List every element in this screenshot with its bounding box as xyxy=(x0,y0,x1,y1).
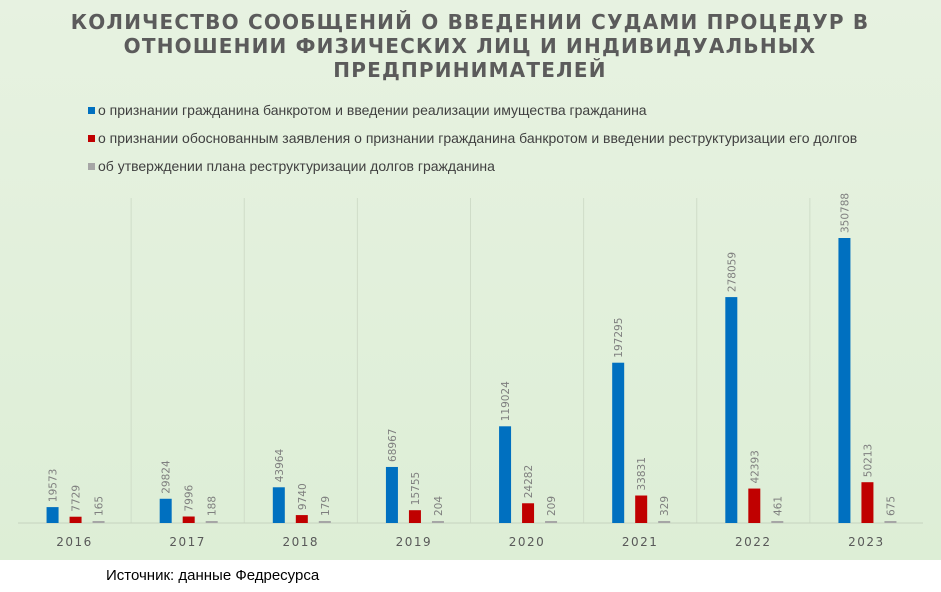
bar-2022-series-2 xyxy=(748,488,761,523)
bar-2018-series-2 xyxy=(295,515,308,523)
data-label-2016-series-3: 165 xyxy=(94,496,106,516)
data-label-2020-series-1: 119024 xyxy=(500,381,512,421)
chart-title-line-1: КОЛИЧЕСТВО СООБЩЕНИЙ О ВВЕДЕНИИ СУДАМИ П… xyxy=(70,10,870,34)
legend-swatch-red xyxy=(88,135,95,142)
data-label-2022-series-2: 42393 xyxy=(749,450,761,483)
bar-2020-series-3 xyxy=(545,521,558,523)
bar-2016-series-1 xyxy=(46,507,59,523)
chart-title-line-2: ОТНОШЕНИИ ФИЗИЧЕСКИХ ЛИЦ И ИНДИВИДУАЛЬНЫ… xyxy=(123,34,817,58)
x-tick-label-2016: 2016 xyxy=(56,535,93,549)
bar-2023-series-3 xyxy=(884,521,897,523)
data-label-2019-series-1: 68967 xyxy=(387,429,399,462)
bar-2017-series-3 xyxy=(205,521,218,523)
data-label-2018-series-2: 9740 xyxy=(297,483,309,510)
bar-2022-series-1 xyxy=(725,297,738,523)
x-tick-label-2021: 2021 xyxy=(622,535,659,549)
source-note: Источник: данные Федресурса xyxy=(106,567,320,584)
data-label-2022-series-1: 278059 xyxy=(726,252,738,292)
legend-label-realization: о признании гражданина банкротом и введе… xyxy=(98,102,647,118)
data-label-2017-series-3: 188 xyxy=(207,496,219,516)
chart-title: КОЛИЧЕСТВО СООБЩЕНИЙ О ВВЕДЕНИИ СУДАМИ П… xyxy=(70,10,870,82)
chart-title-line-3: ПРЕДПРИНИМАТЕЛЕЙ xyxy=(333,58,607,82)
bar-2019-series-2 xyxy=(408,510,421,523)
data-label-2022-series-3: 461 xyxy=(772,496,784,516)
x-tick-label-2018: 2018 xyxy=(283,535,320,549)
x-tick-label-2019: 2019 xyxy=(396,535,433,549)
bar-2018-series-3 xyxy=(318,521,331,523)
legend-item-restructuring: о признании обоснованным заявления о при… xyxy=(88,130,857,146)
bar-2022-series-3 xyxy=(771,521,784,523)
x-tick-label-2020: 2020 xyxy=(509,535,546,549)
data-label-2023-series-3: 675 xyxy=(885,496,897,516)
bar-2017-series-1 xyxy=(159,498,172,523)
data-label-2021-series-2: 33831 xyxy=(636,457,648,490)
data-label-2021-series-3: 329 xyxy=(659,496,671,516)
legend-item-plan: об утверждении плана реструктуризации до… xyxy=(88,158,495,174)
x-tick-label-2023: 2023 xyxy=(848,535,885,549)
bar-2021-series-2 xyxy=(635,495,648,523)
bar-2016-series-2 xyxy=(69,516,82,523)
data-label-2019-series-2: 15755 xyxy=(410,472,422,505)
data-label-2019-series-3: 204 xyxy=(433,496,445,516)
data-label-2020-series-2: 24282 xyxy=(523,465,535,498)
data-label-2023-series-2: 50213 xyxy=(862,444,874,477)
data-label-2017-series-1: 29824 xyxy=(161,460,173,494)
data-label-2018-series-3: 179 xyxy=(320,496,332,516)
bar-2018-series-1 xyxy=(272,487,285,523)
bar-2019-series-1 xyxy=(385,466,398,523)
bar-2021-series-3 xyxy=(658,521,671,523)
data-label-2016-series-2: 7729 xyxy=(71,485,83,512)
bar-2016-series-3 xyxy=(92,521,105,523)
data-label-2018-series-1: 43964 xyxy=(274,449,286,483)
bar-2017-series-2 xyxy=(182,516,195,523)
x-tick-label-2022: 2022 xyxy=(735,535,772,549)
legend-label-restructuring: о признании обоснованным заявления о при… xyxy=(98,130,858,146)
bar-2020-series-2 xyxy=(522,503,535,523)
bar-chart-plot: 19573 7729 165 2016 29824 7996 188 2017 43964 974… xyxy=(18,193,923,549)
data-label-2017-series-2: 7996 xyxy=(184,484,196,511)
legend-item-realization: о признании гражданина банкротом и введе… xyxy=(88,102,647,118)
bar-2023-series-2 xyxy=(861,482,874,523)
legend-swatch-blue xyxy=(88,107,95,114)
bar-2023-series-1 xyxy=(838,238,851,523)
data-label-2021-series-1: 197295 xyxy=(613,318,625,358)
x-tick-label-2017: 2017 xyxy=(169,535,206,549)
bar-2021-series-1 xyxy=(612,362,625,523)
chart-area: КОЛИЧЕСТВО СООБЩЕНИЙ О ВВЕДЕНИИ СУДАМИ П… xyxy=(0,0,941,560)
data-label-2023-series-1: 350788 xyxy=(839,193,851,233)
bar-2020-series-1 xyxy=(499,426,512,523)
data-label-2016-series-1: 19573 xyxy=(48,469,60,502)
data-label-2020-series-3: 209 xyxy=(546,496,558,516)
legend-swatch-gray xyxy=(88,163,95,170)
legend-label-plan: об утверждении плана реструктуризации до… xyxy=(98,158,495,174)
bar-2019-series-3 xyxy=(431,521,444,523)
